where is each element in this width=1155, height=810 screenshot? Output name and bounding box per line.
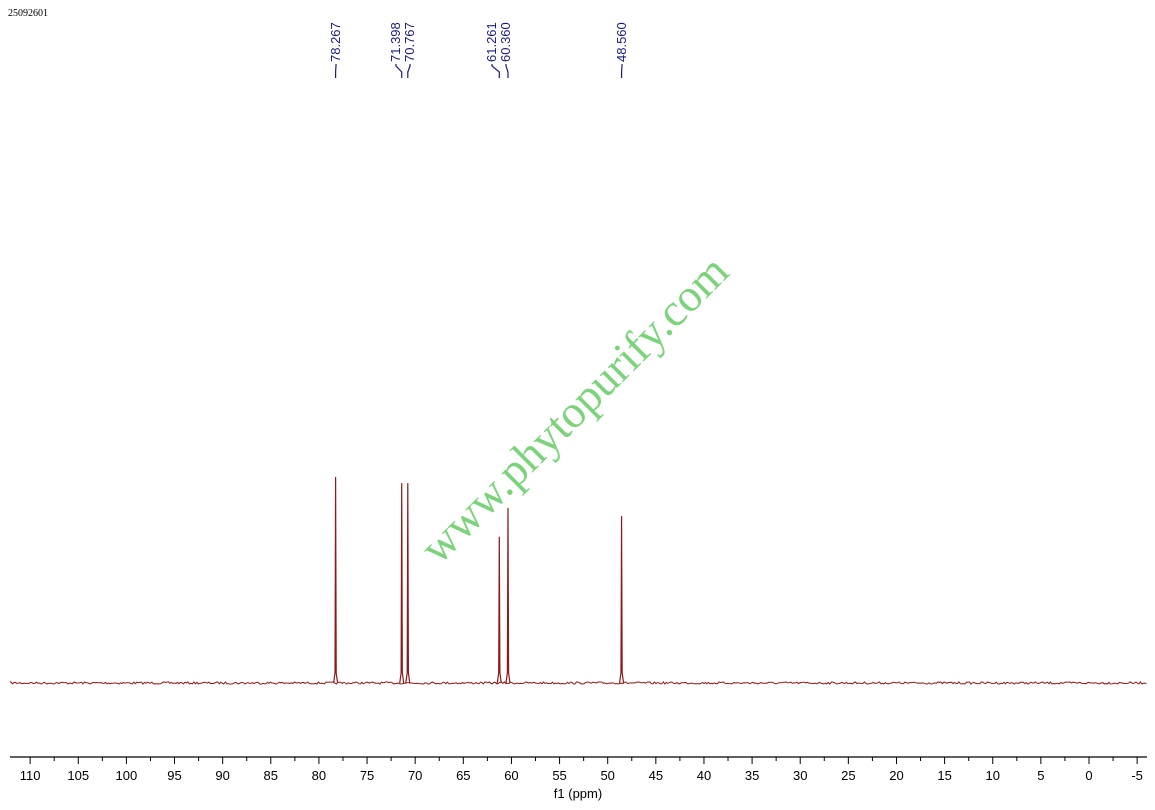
x-tick-label: 65 (456, 768, 470, 783)
x-tick-label: 105 (67, 768, 89, 783)
x-tick-label: 60 (504, 768, 518, 783)
peak-label: 71.398 (388, 22, 403, 62)
spectrum-baseline (10, 680, 1147, 685)
x-tick-label: 0 (1085, 768, 1092, 783)
x-tick-label: 50 (600, 768, 614, 783)
peak-48.560 (618, 516, 625, 684)
x-tick-label: 35 (745, 768, 759, 783)
peak-61.261 (496, 536, 502, 684)
peak-label: 78.267 (328, 22, 343, 62)
peak-label-connector (395, 64, 403, 78)
sample-id: 25092601 (8, 8, 48, 19)
peak-label-connector (407, 64, 411, 78)
peak-label-connector (505, 64, 509, 78)
x-tick-label: 95 (167, 768, 181, 783)
peak-label: 61.261 (484, 22, 499, 62)
x-tick-label: 90 (215, 768, 229, 783)
x-tick-label: 25 (841, 768, 855, 783)
peak-label-connector (491, 64, 500, 78)
x-tick-label: 5 (1037, 768, 1044, 783)
watermark: www.phytopurify.com (410, 245, 738, 573)
x-tick-label: 20 (889, 768, 903, 783)
x-tick-label: 110 (20, 768, 41, 783)
x-tick-label: 100 (116, 768, 138, 783)
peak-78.267 (333, 476, 339, 684)
x-tick-label: -5 (1131, 768, 1143, 783)
peak-70.767 (405, 483, 411, 684)
x-tick-label: 15 (937, 768, 951, 783)
x-tick-label: 85 (264, 768, 278, 783)
x-tick-label: 40 (697, 768, 711, 783)
x-tick-label: 80 (312, 768, 326, 783)
peak-label: 48.560 (614, 22, 629, 62)
x-tick-label: 70 (408, 768, 422, 783)
peak-label: 60.360 (498, 22, 513, 62)
x-tick-label: 75 (360, 768, 374, 783)
peak-label: 70.767 (402, 22, 417, 62)
x-tick-label: 10 (986, 768, 1000, 783)
x-tick-label: 30 (793, 768, 807, 783)
peak-60.360 (505, 507, 511, 684)
x-tick-label: 55 (552, 768, 566, 783)
peak-71.398 (399, 483, 405, 684)
x-axis-label: f1 (ppm) (554, 786, 602, 801)
x-tick-label: 45 (649, 768, 663, 783)
